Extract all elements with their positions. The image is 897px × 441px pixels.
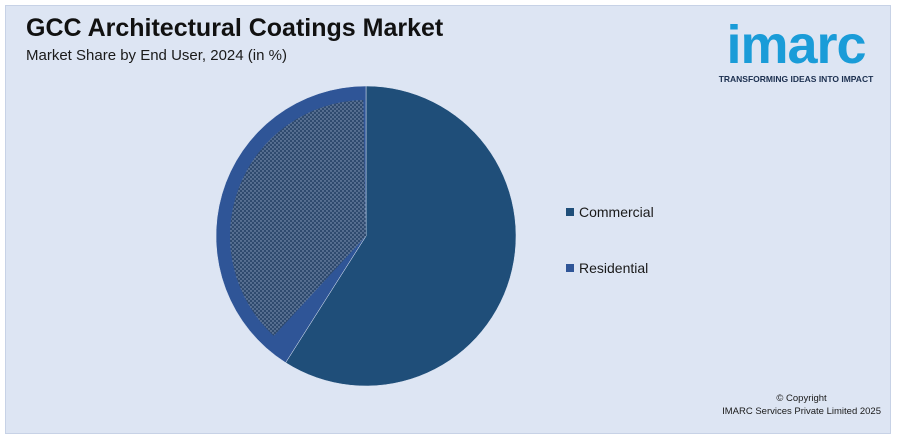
legend-swatch-residential — [566, 264, 574, 272]
pie-slice-texture — [230, 100, 366, 336]
copyright-notice: © Copyright IMARC Services Private Limit… — [722, 392, 881, 418]
imarc-logo: imarc TRANSFORMING IDEAS INTO IMPACT — [708, 14, 884, 88]
legend-item-residential: Residential — [566, 257, 654, 279]
pie-slice-commercial — [285, 85, 517, 387]
chart-legend: Commercial Residential — [566, 201, 654, 313]
legend-label-residential: Residential — [579, 260, 649, 276]
copyright-line-2: IMARC Services Private Limited 2025 — [722, 406, 881, 417]
chart-subtitle: Market Share by End User, 2024 (in %) — [26, 47, 287, 64]
logo-wordmark: imarc — [726, 15, 866, 75]
legend-item-commercial: Commercial — [566, 201, 654, 223]
chart-title: GCC Architectural Coatings Market — [26, 14, 444, 42]
legend-swatch-commercial — [566, 208, 574, 216]
copyright-line-1: © Copyright — [776, 393, 827, 404]
logo-tagline: TRANSFORMING IDEAS INTO IMPACT — [718, 74, 874, 84]
legend-label-commercial: Commercial — [579, 204, 654, 220]
